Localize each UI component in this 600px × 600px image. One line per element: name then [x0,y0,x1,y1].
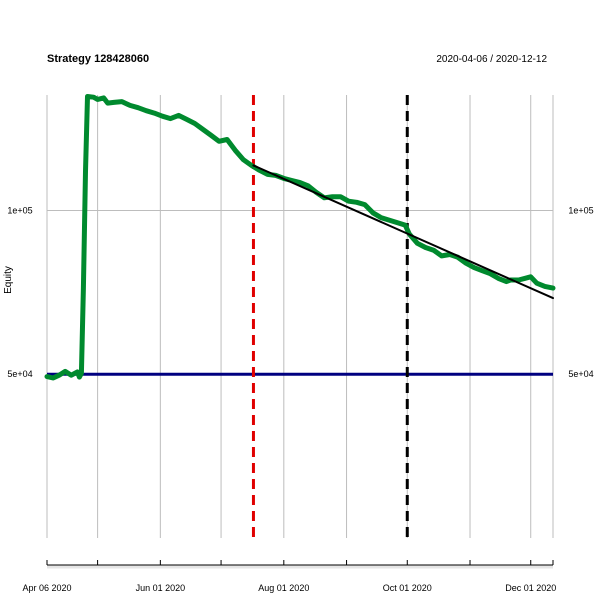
x-tick-label: Dec 01 2020 [505,583,556,593]
y-tick-label-right: 1e+05 [568,205,593,215]
x-tick-label: Aug 01 2020 [258,583,309,593]
y-axis-label: Equity [3,266,14,294]
trend-line [252,164,554,300]
x-tick-label: Apr 06 2020 [22,583,71,593]
x-tick-label: Oct 01 2020 [383,583,432,593]
grid-lines [46,95,554,538]
axes: Apr 06 2020 Jun 01 2020 Aug 01 2020 Oct 01 … [7,205,593,593]
series-lines [44,94,556,381]
chart-title: Strategy 128428060 [47,53,149,65]
y-tick-label-right: 5e+04 [568,369,593,379]
x-tick-label: Jun 01 2020 [136,583,186,593]
reference-lines [47,95,553,538]
y-tick-label-left: 5e+04 [7,369,32,379]
date-range-label: 2020-04-06 / 2020-12-12 [436,54,547,65]
equity-line [44,94,556,381]
y-tick-label-left: 1e+05 [7,205,32,215]
